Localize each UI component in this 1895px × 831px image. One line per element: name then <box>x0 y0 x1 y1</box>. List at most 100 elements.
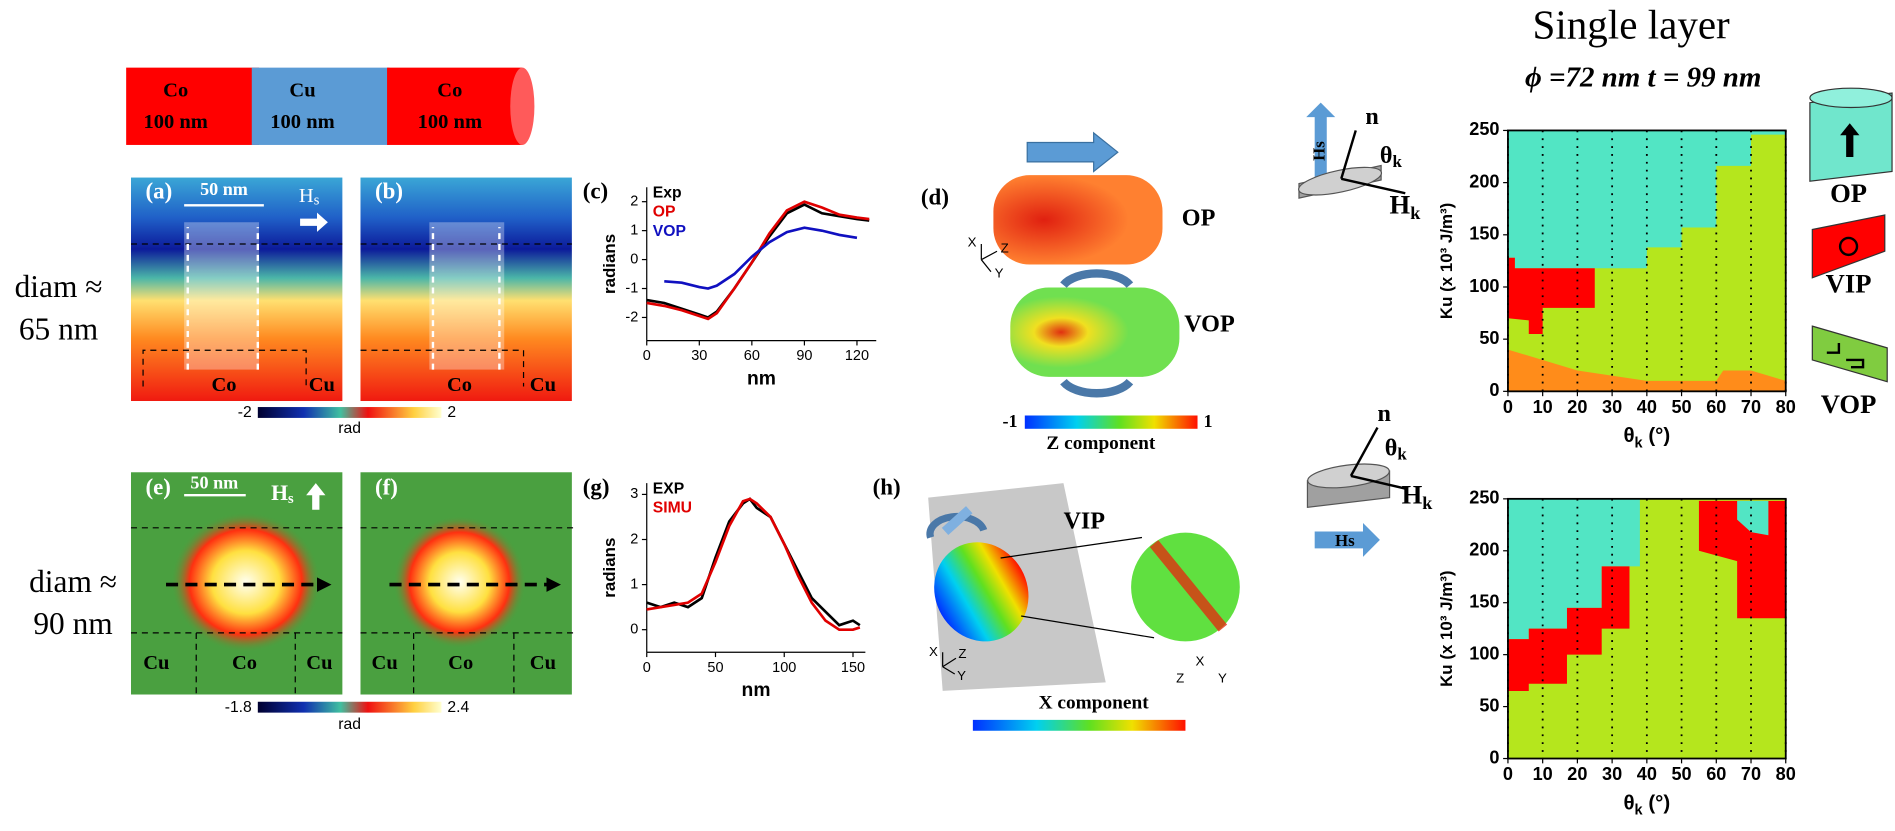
x-tick-label: 0 <box>1503 397 1513 417</box>
panel-f: (f) Cu Co Cu <box>360 472 578 695</box>
x-tick-label: 40 <box>1637 397 1657 417</box>
x-axis-label: nm <box>742 680 771 701</box>
panel-label: (a) <box>145 179 172 204</box>
x-label-symbol: θ <box>1623 792 1634 815</box>
segment-length: 100 nm <box>418 111 482 133</box>
legend-label: VOP <box>1821 389 1877 419</box>
panel-b: (b) Co Cu <box>360 177 572 402</box>
material-label: Co <box>448 652 473 674</box>
y-tick-label: 0 <box>630 251 638 267</box>
phase-region <box>1507 566 1630 692</box>
panel-a: 50 nm (a) Hs Co Cu <box>130 177 343 402</box>
field-arrow <box>941 506 973 536</box>
phase-region <box>1507 498 1640 640</box>
x-tick-label: 80 <box>1776 764 1796 784</box>
x-tick-label: 10 <box>1533 397 1553 417</box>
colorbar-min: -2 <box>238 404 252 421</box>
y-tick-label: 1 <box>630 222 638 238</box>
material-label: Cu <box>372 652 398 674</box>
row-label: diam ≈ <box>29 564 117 599</box>
section-params: ϕ =72 nm t = 99 nm <box>1525 61 1762 93</box>
x-tick-label: 60 <box>1706 397 1726 417</box>
arrow-head <box>317 577 332 592</box>
colorbar-min: -1.8 <box>225 699 252 716</box>
x-label-sub: k <box>1635 435 1644 451</box>
theta-label: θk <box>1385 434 1408 463</box>
panel-label: (b) <box>375 179 403 204</box>
arrow-head <box>546 577 561 592</box>
phase-diagram: 0 10 20 30 40 50 60 70 80 0 50 100 150 200 250 θk (°) Ku… <box>1437 119 1796 451</box>
line-chart: 0 50 100 150 0 1 2 3 nm radians EXP SIMU <box>600 480 866 701</box>
hs-arrow <box>1314 522 1380 557</box>
x-tick-label: 0 <box>643 348 651 364</box>
colorbar-max: 2.4 <box>447 699 469 716</box>
series-line <box>646 497 861 632</box>
field-arrow <box>300 212 328 232</box>
field-arrow <box>306 483 326 510</box>
panel-label: (e) <box>145 474 170 499</box>
plot-frame <box>1507 497 1787 760</box>
theta-symbol: θ <box>1380 142 1393 169</box>
plot-frame <box>1507 129 1787 393</box>
colorbar-title: X component <box>1039 693 1150 714</box>
phase-region <box>1507 257 1595 334</box>
colorbar-bottom: -1.8 2.4 rad <box>225 699 470 733</box>
y-tick-label: 250 <box>1469 119 1499 139</box>
legend-arrow <box>1840 123 1860 158</box>
x-axis-label: θk (°) <box>1623 792 1670 818</box>
phase-region <box>1737 500 1769 536</box>
material-label: Cu <box>530 652 556 674</box>
material-label: Cu <box>309 374 335 396</box>
x-tick-label: 70 <box>1741 397 1761 417</box>
panel-label: (f) <box>375 474 398 499</box>
panel-label: (g) <box>583 474 610 499</box>
h-sub: k <box>1422 493 1433 513</box>
geometry-top: Hs n θk Hk <box>1298 102 1422 223</box>
x-tick-label: 30 <box>1602 397 1622 417</box>
theta-symbol: θ <box>1385 434 1398 461</box>
disk-top <box>1307 463 1390 489</box>
segment-material: Co <box>437 80 462 102</box>
y-tick-label: 200 <box>1469 540 1499 560</box>
hk-label: Hk <box>1390 190 1422 223</box>
y-tick-label: 0 <box>1489 747 1499 767</box>
hs-label: Hs <box>1310 141 1329 161</box>
colorbar-top: -2 2 rad <box>238 404 456 437</box>
field-arrow <box>1026 131 1119 173</box>
theta-label: θk <box>1380 142 1403 171</box>
y-axis-label: radians <box>600 234 619 294</box>
x-tick-label: 0 <box>1503 764 1513 784</box>
axis-z: Z <box>1001 240 1009 255</box>
y-tick-label: 100 <box>1469 643 1499 663</box>
legend-label: OP <box>653 204 676 221</box>
wire-co <box>387 67 523 145</box>
geometry-bottom: n θk Hk Hs <box>1306 400 1433 557</box>
theta-sub: k <box>1393 152 1403 171</box>
series-line <box>646 497 861 627</box>
n-label: n <box>1377 400 1391 427</box>
x-tick-label: 30 <box>1602 764 1622 784</box>
line-chart: 0 30 60 90 120 -2 -1 0 1 2 nm radians Exp OP VOP <box>600 184 877 389</box>
axis-y: Y <box>957 668 966 683</box>
axis-y: Y <box>995 266 1004 281</box>
hs-arrow <box>1306 102 1336 184</box>
theta-sub: k <box>1397 444 1407 463</box>
series-line <box>646 203 870 319</box>
segment-material: Co <box>163 80 188 102</box>
wire-cu <box>251 67 390 145</box>
x-tick-label: 70 <box>1741 764 1761 784</box>
axis-z: Z <box>958 646 966 661</box>
axis-glyph <box>942 657 957 668</box>
y-tick-label: -1 <box>625 280 638 296</box>
axis-glyph <box>981 250 998 261</box>
guide-line <box>142 349 307 387</box>
x-tick-label: 50 <box>707 660 723 676</box>
y-tick-label: 2 <box>630 194 638 210</box>
rotation-arrow <box>1060 269 1134 288</box>
y-tick-label: 50 <box>1479 695 1499 715</box>
legend-arrow <box>1838 236 1859 257</box>
panel-label: (c) <box>583 179 608 204</box>
vip-state <box>934 542 1029 642</box>
axis-glyph <box>942 666 956 675</box>
segment-length: 100 nm <box>270 111 334 133</box>
